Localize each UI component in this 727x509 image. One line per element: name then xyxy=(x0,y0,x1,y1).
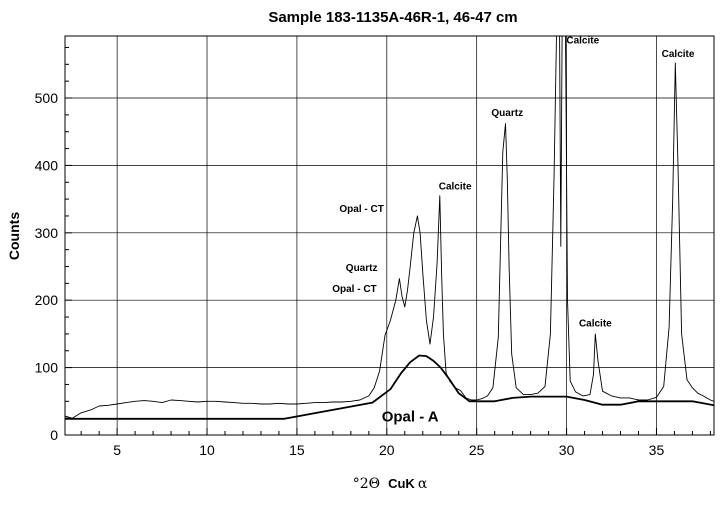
grid-lines xyxy=(65,36,714,435)
peak-annotations: Calcite Calcite Quartz Calcite Opal - CT Quar… xyxy=(332,35,695,425)
y-tick-label: 200 xyxy=(35,292,59,308)
annotation-label: Opal - A xyxy=(382,409,439,426)
annotation-label: Quartz xyxy=(491,108,523,119)
annotation-label: Opal - CT xyxy=(332,284,376,295)
y-tick-label: 0 xyxy=(50,427,58,443)
annotation-label: Opal - CT xyxy=(339,204,383,215)
series-line-baseline xyxy=(65,354,714,420)
x-tick-label: 10 xyxy=(199,442,215,458)
x-tick-label: 15 xyxy=(289,442,305,458)
series-line-pattern xyxy=(65,36,714,419)
y-tick-label: 100 xyxy=(35,360,59,376)
plot-frame xyxy=(64,35,715,436)
plot-series xyxy=(65,36,714,420)
annotation-label: Calcite xyxy=(566,35,599,46)
annotation-label: Quartz xyxy=(346,263,378,274)
x-tick-label: 30 xyxy=(559,442,575,458)
annotation-label: Calcite xyxy=(662,49,695,60)
x-axis-label: °2Θ CuK α xyxy=(353,476,428,492)
y-tick-label: 400 xyxy=(35,157,59,173)
y-tick-label: 300 xyxy=(35,225,59,241)
y-axis-label: Counts xyxy=(6,212,22,260)
x-axis-label-symbol: °2Θ xyxy=(353,476,380,492)
x-tick-label: 5 xyxy=(113,442,121,458)
x-tick-label: 20 xyxy=(379,442,395,458)
x-axis-label-cuk: CuK xyxy=(388,476,415,491)
x-axis-label-alpha: α xyxy=(418,476,428,492)
axis-ticks: 5 10 15 20 25 30 35 0 100 200 300 400 500 xyxy=(35,46,711,458)
y-tick-label: 500 xyxy=(35,90,59,106)
x-tick-label: 25 xyxy=(469,442,485,458)
chart-title: Sample 183-1135A-46R-1, 46-47 cm xyxy=(268,9,517,26)
annotation-label: Calcite xyxy=(439,182,472,193)
x-tick-label: 35 xyxy=(649,442,665,458)
annotation-label: Calcite xyxy=(579,318,612,329)
